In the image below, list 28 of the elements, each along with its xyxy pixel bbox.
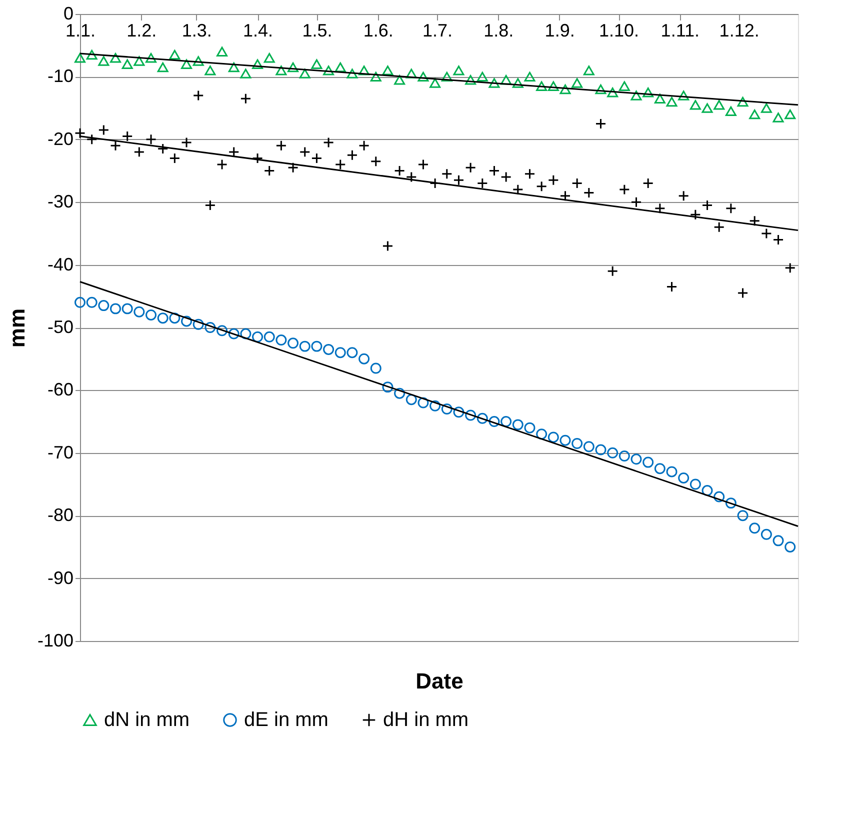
x-tick-label: 1.2. (126, 20, 157, 40)
x-tick-label: 1.8. (484, 20, 514, 40)
y-tick-label: -30 (47, 192, 74, 212)
y-tick-label: -100 (37, 630, 74, 650)
y-tick-label: -80 (47, 505, 74, 526)
x-tick-label: 1.7. (422, 20, 453, 40)
y-tick-label: -90 (47, 568, 74, 588)
legend-label: dE in mm (244, 709, 328, 731)
x-tick-label: 1.9. (544, 20, 575, 40)
x-tick-label: 1.5. (302, 20, 332, 40)
x-tick-label: 1.1. (65, 20, 96, 40)
y-tick-label: 0 (63, 4, 74, 24)
y-tick-label: -60 (47, 380, 74, 400)
y-tick-label: -40 (47, 254, 74, 274)
x-tick-label: 1.4. (243, 20, 274, 40)
y-tick-label: -10 (47, 66, 74, 86)
legend-label: dH in mm (383, 709, 469, 731)
y-tick-label: -70 (47, 442, 74, 462)
y-tick-label: -20 (47, 128, 74, 149)
x-tick-label: 1.12. (719, 20, 760, 40)
x-axis-title: Date (416, 668, 464, 694)
y-axis-title: mm (4, 308, 30, 348)
x-tick-label: 1.10. (598, 20, 640, 40)
x-tick-label: 1.11. (660, 20, 700, 40)
y-tick-label: -50 (47, 317, 74, 337)
legend-label: dN in mm (104, 709, 190, 731)
x-tick-label: 1.6. (363, 20, 394, 40)
x-tick-label: 1.3. (182, 20, 212, 40)
